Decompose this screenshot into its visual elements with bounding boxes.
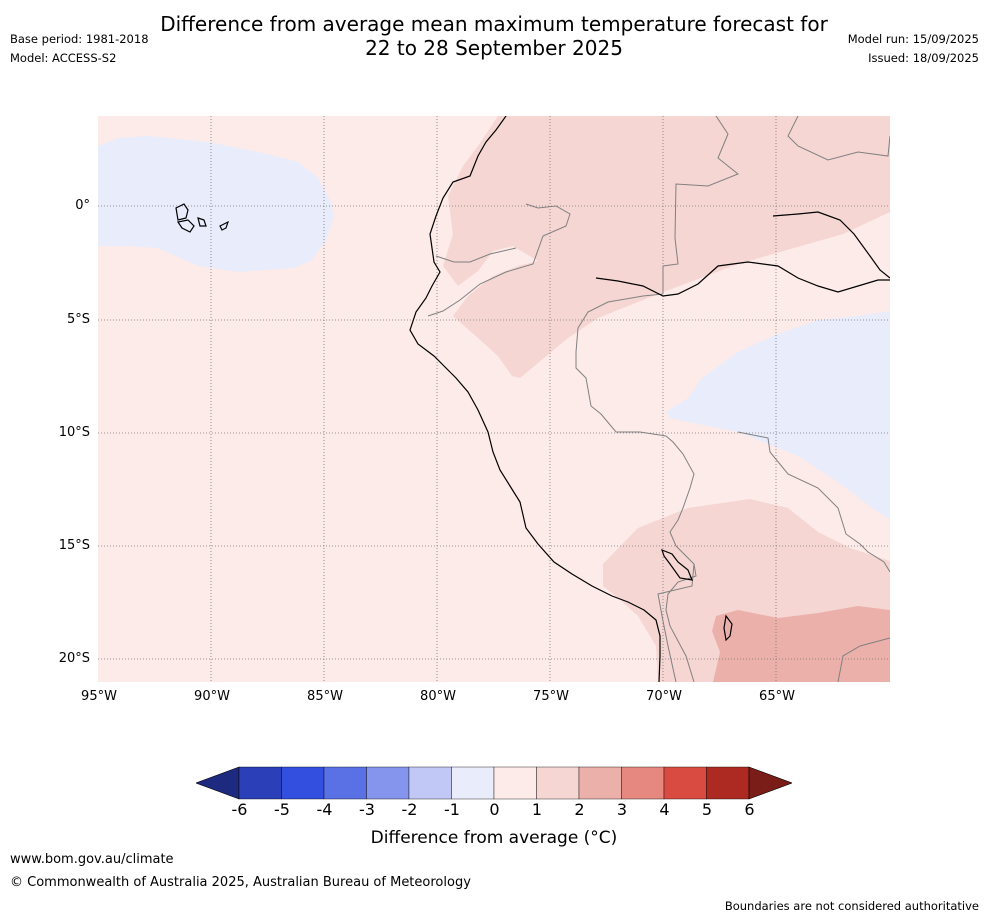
colorbar bbox=[196, 766, 792, 800]
footer-copyright: © Commonwealth of Australia 2025, Austra… bbox=[10, 875, 471, 890]
title-line-1: Difference from average mean maximum tem… bbox=[160, 12, 828, 36]
colorbar-label: Difference from average (°C) bbox=[370, 828, 618, 848]
colorbar-segment bbox=[578, 766, 622, 800]
colorbar-tick: -3 bbox=[359, 800, 375, 819]
colorbar-tick: 5 bbox=[701, 800, 713, 819]
colorbar-tick: -5 bbox=[274, 800, 290, 819]
colorbar-tick: 0 bbox=[489, 800, 500, 819]
coast-lake-poopo bbox=[723, 614, 733, 642]
map-title: Difference from average mean maximum tem… bbox=[0, 12, 988, 60]
colorbar-extend-low bbox=[196, 766, 240, 800]
border-colombia-ecuador bbox=[435, 247, 517, 263]
model-run: Model run: 15/09/2025 bbox=[847, 32, 979, 46]
lat-label-20s: 20°S bbox=[58, 651, 90, 666]
anomaly-minus1-to-0-region-east bbox=[666, 311, 890, 520]
colorbar-segment bbox=[238, 766, 282, 800]
forecast-map bbox=[98, 116, 890, 682]
border-peru-brazil bbox=[575, 293, 667, 437]
footer-disclaimer: Boundaries are not considered authoritat… bbox=[724, 899, 979, 913]
coast-galapagos-1 bbox=[175, 203, 189, 221]
graticule bbox=[98, 116, 890, 682]
border-ecuador-peru bbox=[427, 203, 571, 317]
colorbar-segment bbox=[493, 766, 537, 800]
title-line-2: 22 to 28 September 2025 bbox=[365, 36, 623, 60]
lon-label-70w: 70°W bbox=[646, 689, 682, 704]
colorbar-segment bbox=[408, 766, 452, 800]
coast-galapagos-3 bbox=[197, 217, 207, 227]
coast-orinoco-north bbox=[772, 211, 890, 279]
coast-galapagos-4 bbox=[219, 220, 230, 231]
border-paraguay bbox=[837, 637, 890, 682]
colorbar-segment bbox=[451, 766, 495, 800]
colorbar-tick: 1 bbox=[531, 800, 543, 819]
base-period: Base period: 1981-2018 bbox=[10, 32, 149, 46]
colorbar-segment bbox=[366, 766, 410, 800]
border-brazil-bolivia bbox=[665, 435, 695, 521]
lon-label-90w: 90°W bbox=[194, 689, 230, 704]
anomaly-minus1-to-0-region-west bbox=[98, 136, 334, 272]
coastlines bbox=[175, 116, 890, 682]
colorbar-segment bbox=[663, 766, 707, 800]
colorbar-segment bbox=[323, 766, 367, 800]
lon-label-65w: 65°W bbox=[759, 689, 795, 704]
anomaly-2-to-3-region bbox=[712, 606, 890, 682]
colorbar-segment bbox=[706, 766, 750, 800]
colorbar-segment bbox=[281, 766, 325, 800]
colorbar-tick: -2 bbox=[401, 800, 418, 819]
colorbar-extend-high bbox=[748, 766, 792, 800]
lon-label-95w: 95°W bbox=[81, 689, 117, 704]
coast-galapagos-2 bbox=[177, 219, 195, 233]
border-venezuela bbox=[787, 116, 890, 161]
coast-amazon-mouth bbox=[595, 261, 890, 297]
coast-south-america-pacific bbox=[409, 116, 661, 682]
coast-lake-titicaca bbox=[661, 548, 693, 581]
colorbar-tick: 4 bbox=[659, 800, 670, 819]
issued-date: Issued: 18/09/2025 bbox=[868, 51, 979, 65]
colorbar-tick: -1 bbox=[444, 800, 460, 819]
border-bolivia-brazil-east bbox=[737, 431, 890, 573]
border-colombia-brazil bbox=[662, 116, 739, 294]
lat-label-0: 0° bbox=[75, 198, 90, 213]
lat-label-15s: 15°S bbox=[58, 538, 90, 553]
colorbar-segment bbox=[621, 766, 665, 800]
colorbar-tick: 6 bbox=[744, 800, 755, 819]
colorbar-tick: 3 bbox=[616, 800, 628, 819]
colorbar-tick: -6 bbox=[231, 800, 248, 819]
anomaly-1-to-2-region-north bbox=[443, 116, 890, 378]
lat-label-5s: 5°S bbox=[66, 312, 90, 327]
lon-label-75w: 75°W bbox=[533, 689, 569, 704]
lon-label-85w: 85°W bbox=[307, 689, 343, 704]
lat-label-10s: 10°S bbox=[58, 425, 90, 440]
colorbar-tick: -4 bbox=[316, 800, 333, 819]
country-borders bbox=[427, 116, 890, 682]
colorbar-segment bbox=[536, 766, 580, 800]
footer-url: www.bom.gov.au/climate bbox=[10, 852, 174, 867]
colorbar-tick: 2 bbox=[574, 800, 585, 819]
model-name: Model: ACCESS-S2 bbox=[10, 51, 117, 65]
border-chile-bolivia bbox=[657, 563, 695, 682]
lon-label-80w: 80°W bbox=[420, 689, 456, 704]
